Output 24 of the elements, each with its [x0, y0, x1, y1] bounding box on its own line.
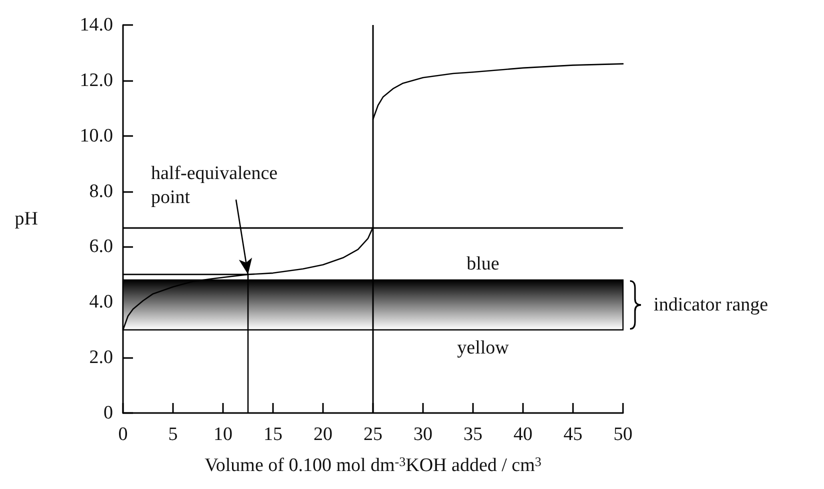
x-tick-label: 10: [214, 424, 232, 445]
x-tick-label: 40: [514, 424, 532, 445]
y-tick-label: 6.0: [89, 236, 113, 258]
y-tick-label: 4.0: [89, 292, 113, 313]
x-tick-label: 25: [364, 424, 382, 445]
annotation: half-equivalence point: [150, 163, 282, 208]
y-tick-label: 10.0: [80, 125, 113, 146]
x-tick-label: 35: [464, 424, 482, 445]
y-axis-title: pH: [14, 208, 38, 230]
x-tick-label: 50: [614, 424, 632, 445]
x-tick-label: 15: [264, 424, 282, 445]
annotation: yellow: [457, 337, 510, 358]
y-tick-label: 0: [104, 402, 113, 424]
x-tick-label: 45: [564, 424, 582, 445]
y-tick-label: 2.0: [89, 347, 113, 368]
y-tick-label: 12.0: [80, 70, 113, 91]
annotation: blue: [466, 253, 500, 274]
x-tick-label: 20: [314, 424, 332, 445]
y-tick-label: 8.0: [89, 180, 113, 202]
x-tick-label: 0: [118, 424, 128, 445]
x-tick-label: 5: [168, 424, 178, 445]
y-tick-label: 14.0: [80, 14, 113, 36]
band-label: indicator range: [654, 294, 768, 316]
x-tick-label: 30: [414, 424, 432, 445]
